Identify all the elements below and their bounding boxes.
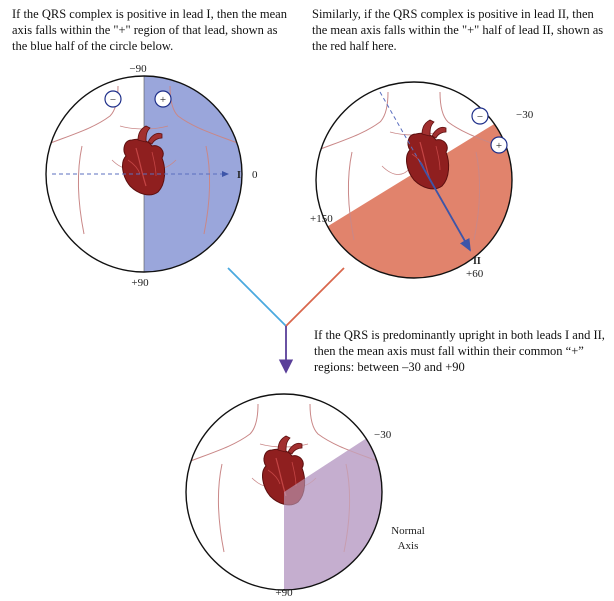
- lead-ii-connector-line: [285, 267, 345, 327]
- lead-i-circle: [45, 75, 243, 273]
- lead-ii-plus150-label: +150: [310, 213, 333, 225]
- lead-ii-diagram: − + −30 +150 II +60: [310, 81, 534, 280]
- heart-icon: [121, 125, 166, 196]
- normal-axis-label: Normal: [391, 525, 425, 537]
- lead-i-minus-sign: −: [110, 94, 116, 106]
- normal-axis-minus30-label: −30: [374, 429, 392, 441]
- caption-lead-ii: Similarly, if the QRS complex is positiv…: [312, 7, 604, 53]
- heart-icon: [405, 119, 450, 190]
- lead-i-angle-label: 0: [252, 169, 258, 181]
- lead-ii-minus-sign: −: [477, 111, 483, 123]
- lead-i-diagram: − + −90 +90 I 0: [45, 63, 258, 289]
- lead-ii-label: II: [473, 256, 481, 267]
- lead-i-label: I: [237, 170, 241, 181]
- normal-axis-label-line2: Axis: [398, 540, 419, 552]
- normal-axis-bottom-label: +90: [275, 587, 293, 599]
- normal-axis-circle: [185, 393, 383, 591]
- lead-ii-axis-dashed: [379, 91, 471, 251]
- lead-ii-axis-arrow: [419, 161, 471, 252]
- lead-ii-angle-label: +60: [466, 268, 484, 280]
- lead-ii-plus-sign: +: [496, 140, 502, 152]
- caption-combined: If the QRS is predominantly upright in b…: [314, 328, 605, 374]
- lead-ii-circle: [315, 81, 513, 279]
- caption-lead-i: If the QRS complex is positive in lead I…: [12, 7, 287, 53]
- plus-sign-icon: [154, 90, 172, 108]
- lead-i-connector-line: [227, 267, 287, 327]
- lead-i-top-label: −90: [129, 63, 147, 75]
- lead-i-bottom-label: +90: [131, 277, 149, 289]
- normal-axis-diagram: −30 +90 Normal Axis: [185, 393, 425, 599]
- plus-sign-icon: [490, 136, 508, 154]
- minus-sign-icon: [104, 90, 122, 108]
- minus-sign-icon: [471, 107, 489, 125]
- lead-i-plus-sign: +: [160, 94, 166, 106]
- lead-ii-minus30-label: −30: [516, 109, 534, 121]
- lead-ii-positive-half: [316, 102, 512, 278]
- combine-connector: [227, 267, 345, 374]
